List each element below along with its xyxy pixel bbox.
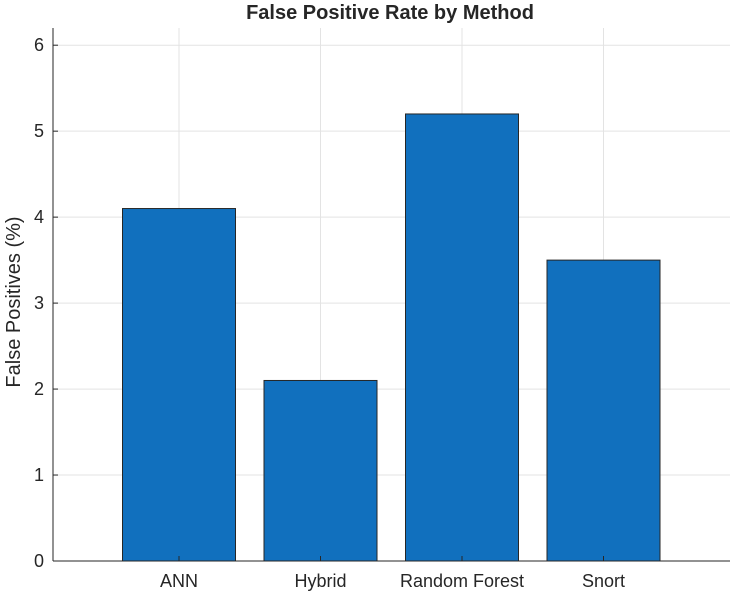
x-tick-label: Hybrid	[294, 571, 346, 591]
bar-hybrid	[263, 379, 378, 562]
y-tick-label: 4	[34, 207, 44, 227]
y-tick-labels: 0 1 2 3 4 5 6	[34, 35, 44, 571]
chart-title: False Positive Rate by Method	[246, 2, 534, 24]
x-tick-label: Random Forest	[400, 571, 524, 591]
bar-snort	[546, 259, 661, 562]
axes	[52, 28, 730, 562]
y-tick-label: 3	[34, 293, 44, 313]
x-tick-label: ANN	[160, 571, 198, 591]
y-tick-label: 2	[34, 379, 44, 399]
bars	[122, 113, 661, 562]
y-tick-label: 6	[34, 35, 44, 55]
x-tick-label: Snort	[582, 571, 625, 591]
y-tick-label: 5	[34, 121, 44, 141]
bar-ann	[122, 208, 236, 562]
bar-random-forest	[405, 113, 519, 562]
x-tick-labels: ANN Hybrid Random Forest Snort	[160, 571, 625, 591]
y-tick-label: 0	[34, 551, 44, 571]
y-axis-label: False Positives (%)	[3, 216, 25, 387]
y-tick-label: 1	[34, 465, 44, 485]
